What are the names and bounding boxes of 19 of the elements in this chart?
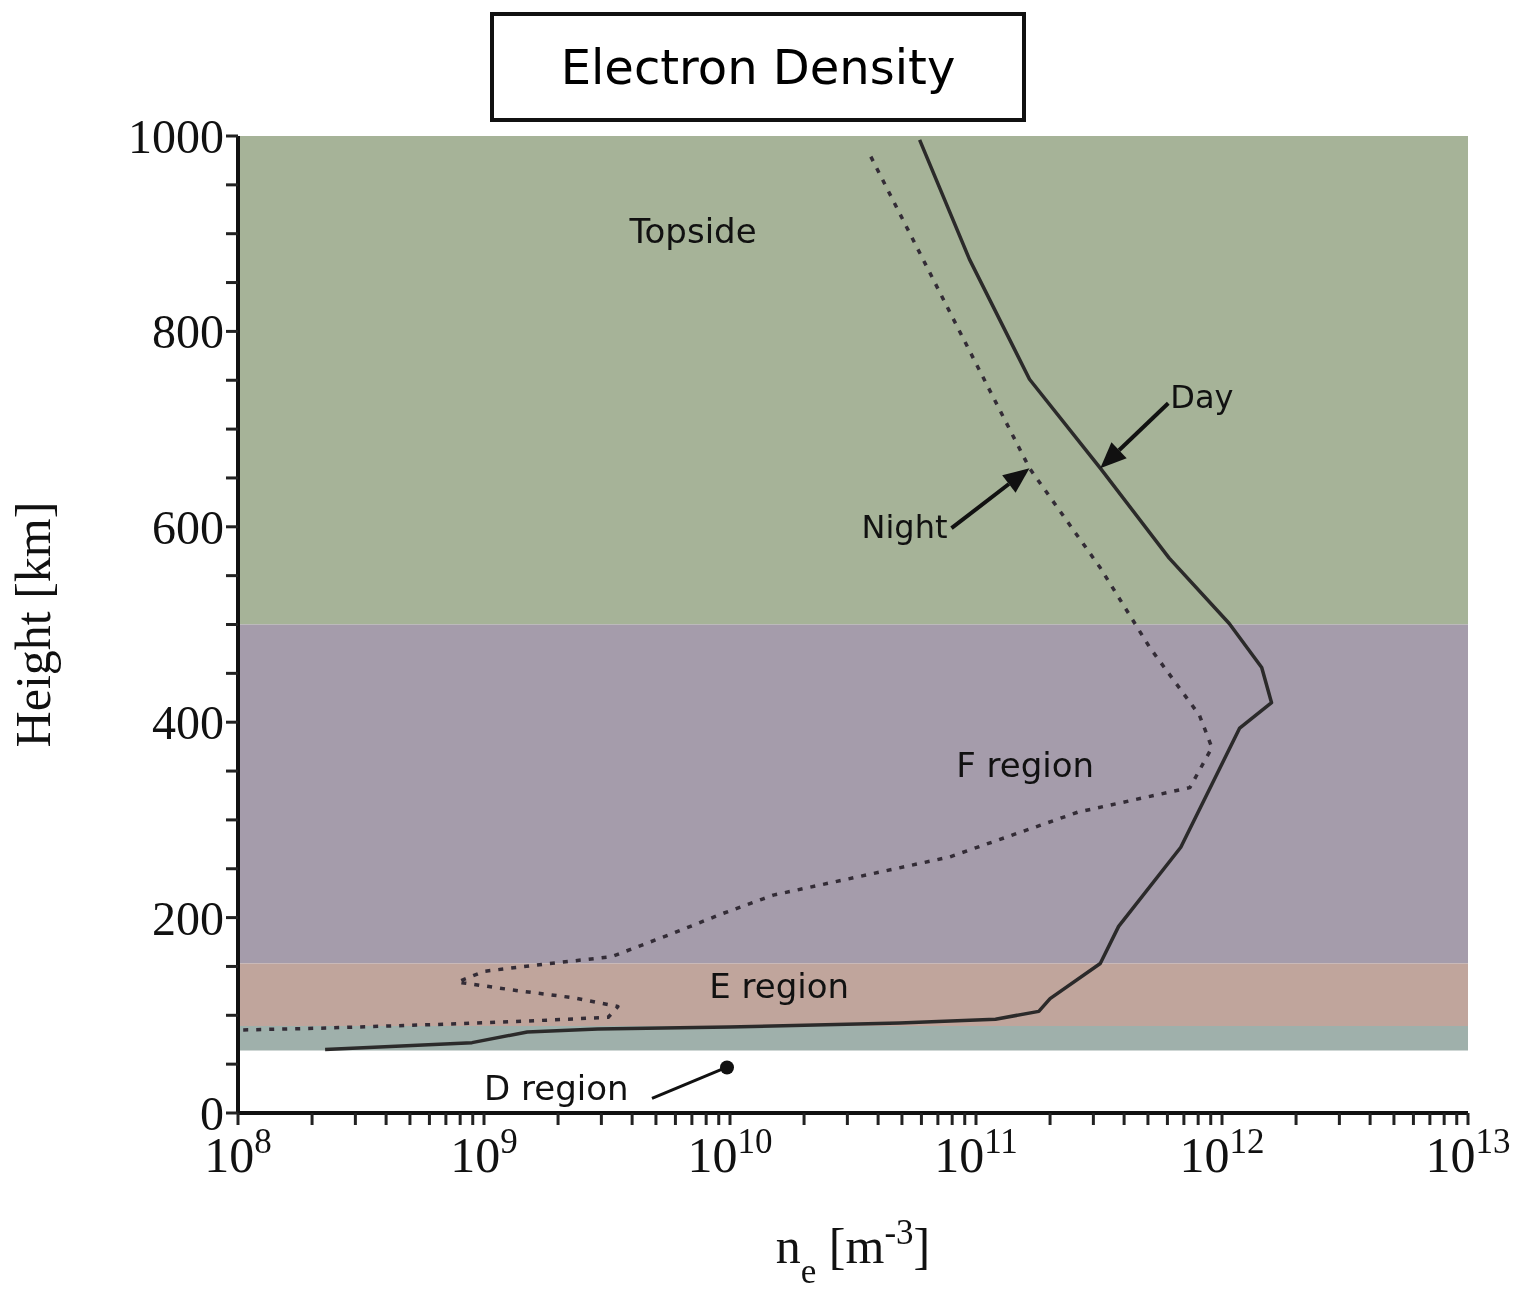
y-axis-title: Height [km] [4, 501, 61, 748]
y-tick-label: 800 [152, 305, 224, 359]
y-tick-label: 400 [152, 696, 224, 750]
x-tick-label: 10$^{9}$ [450, 1121, 518, 1183]
band-label: E region [709, 965, 850, 1006]
y-tick-label: 600 [152, 500, 224, 554]
x-tick-label: 10$^{12}$ [1179, 1121, 1265, 1183]
y-tick-label: 200 [152, 891, 224, 945]
band-label: D region [484, 1068, 629, 1109]
annotation: Night [861, 508, 948, 547]
band-label: Topside [628, 211, 757, 252]
annotation: Day [1170, 378, 1234, 417]
x-tick-label: 10$^{11}$ [934, 1121, 1018, 1183]
chart-title: Electron Density [490, 12, 1026, 122]
x-axis-title: n$_{e}$ [m$^{-3}$] [775, 1212, 931, 1291]
x-tick-label: 10$^{10}$ [687, 1121, 773, 1183]
x-tick-label: 10$^{13}$ [1425, 1121, 1511, 1183]
y-tick-label: 1000 [128, 110, 224, 164]
band-label: F region [956, 745, 1095, 786]
